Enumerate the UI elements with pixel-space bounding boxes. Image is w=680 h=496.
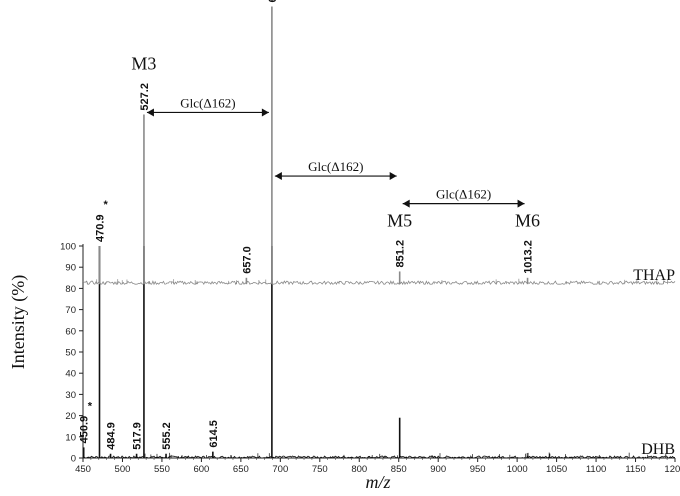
peak-annotation: M6 (515, 211, 540, 231)
x-tick-label: 600 (193, 464, 209, 475)
glc-arrow-label: Glc(Δ162) (180, 95, 235, 110)
y-tick-label: 40 (65, 369, 76, 380)
glc-arrow-head-left (402, 199, 410, 208)
y-tick-label: 60 (65, 326, 76, 337)
peak-asterisk: * (88, 400, 93, 412)
x-tick-label: 1150 (625, 464, 645, 475)
x-tick-label: 700 (272, 464, 288, 475)
glc-arrow-head-right (261, 108, 269, 117)
x-tick-label: 750 (312, 464, 328, 475)
y-tick-label: 20 (65, 411, 76, 422)
peak-mass-label: 1013.2 (523, 240, 535, 274)
series-name-dhb: DHB (641, 441, 675, 458)
x-tick-label: 550 (154, 464, 170, 475)
x-tick-label: 850 (391, 464, 407, 475)
y-tick-label: 0 (71, 454, 76, 465)
y-tick-label: 30 (65, 390, 76, 401)
glc-arrow-head-right (517, 199, 525, 208)
y-tick-label: 70 (65, 305, 76, 316)
glc-arrow-label: Glc(Δ162) (436, 187, 491, 202)
peak-mass-label: 517.9 (132, 422, 144, 450)
peak-mass-label: 851.2 (395, 240, 407, 268)
x-tick-label: 1050 (546, 464, 567, 475)
x-tick-label: 450 (75, 464, 91, 475)
label-layer: 450.9 * 484.9 517.9 555.2 614.5 DHB 470.9 * 527.2… (79, 0, 675, 458)
peak-mass-label: 614.5 (208, 420, 220, 448)
peak-mass-label: 527.2 (139, 83, 151, 111)
peak-mass-label: 689.3 (267, 0, 279, 2)
x-tick-label: 900 (430, 464, 446, 475)
series-layer (82, 6, 676, 459)
x-tick-label: 1100 (586, 464, 606, 475)
y-tick-label: 10 (65, 432, 76, 443)
peak-mass-label: 484.9 (106, 422, 118, 450)
glc-arrow-head-left (146, 108, 154, 117)
x-axis-title: m/z (365, 472, 390, 492)
x-tick-label: 650 (233, 464, 249, 475)
peak-asterisk: * (103, 199, 108, 211)
axis-layer: 450 500 550 600 650 700 750 800 850 900 950 1000 105… (60, 242, 680, 476)
y-tick-label: 100 (60, 242, 76, 253)
peak-mass-label: 555.2 (161, 422, 173, 450)
series-name-thap: THAP (633, 267, 675, 284)
peak-mass-label: 450.9 (79, 416, 91, 444)
y-tick-label: 50 (65, 348, 76, 359)
peak-mass-label: 470.9 (94, 214, 106, 242)
y-tick-label: 90 (65, 263, 76, 274)
peak-annotation: M3 (131, 54, 156, 74)
glc-arrow-head-right (389, 172, 397, 181)
x-tick-label: 500 (115, 464, 131, 475)
peak-annotation: M5 (387, 210, 412, 230)
glc-arrow-label: Glc(Δ162) (308, 159, 363, 174)
glc-arrow-head-left (274, 172, 282, 181)
y-axis-title: Intensity (%) (8, 275, 29, 369)
x-tick-label: 800 (351, 464, 367, 475)
x-tick-label: 1000 (507, 464, 528, 475)
y-tick-label: 80 (65, 284, 76, 295)
peak-mass-label: 657.0 (241, 246, 253, 274)
x-tick-label: 950 (470, 464, 486, 475)
baseline-trace-thap (82, 280, 676, 286)
